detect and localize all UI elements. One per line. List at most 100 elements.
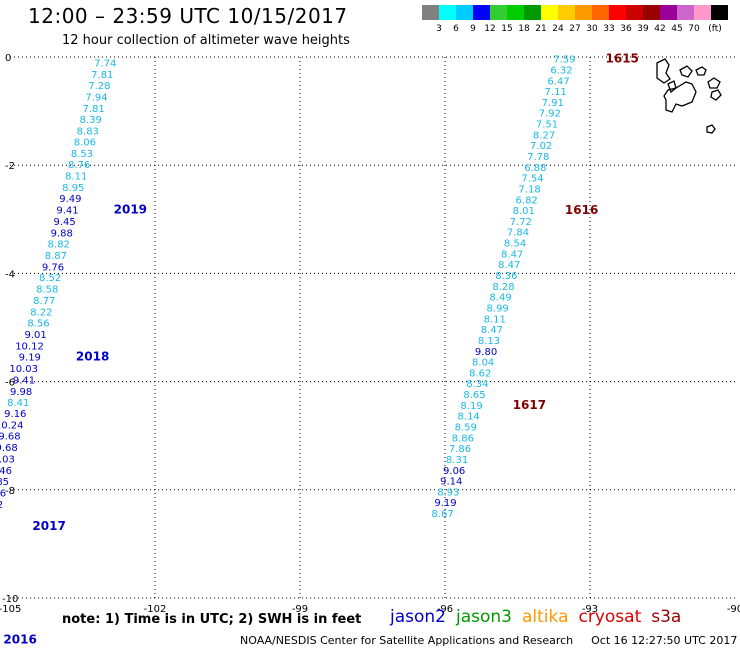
legend-swatch (558, 5, 575, 20)
wave-height-value: 9.41 (13, 375, 35, 386)
wave-height-value: 8.19 (460, 401, 482, 412)
wave-height-value: 8.86 (452, 433, 474, 444)
island-outline (695, 66, 707, 76)
wave-height-value: 7.91 (542, 98, 564, 109)
wave-height-value: 8.47 (501, 249, 523, 260)
legend-label: 9 (470, 24, 476, 34)
wave-height-value: 8.56 (27, 319, 49, 330)
wave-height-value: 9.19 (19, 353, 41, 364)
galapagos-coastline (656, 58, 722, 134)
wave-height-value: 8.54 (504, 239, 526, 250)
wave-height-value: 6.82 (516, 195, 538, 206)
x-tick-label: -96 (437, 604, 453, 615)
legend-label: 3 (436, 24, 442, 34)
wave-height-value: 8.49 (489, 293, 511, 304)
wave-height-value: 8.58 (36, 285, 58, 296)
legend-label: 15 (501, 24, 513, 34)
wave-height-value: 8.04 (472, 358, 494, 369)
legend-swatch (473, 5, 490, 20)
wave-height-value: 7.81 (91, 70, 113, 81)
wave-height-value: 7.72 (510, 217, 532, 228)
legend-label: 24 (552, 24, 564, 34)
wave-height-value: 8.99 (487, 303, 509, 314)
satellite-legend: jason2 jason3 altika cryosat s3a (390, 607, 691, 627)
satellite-label-altika: altika (522, 607, 569, 627)
island-outline (656, 58, 671, 84)
legend-swatch (490, 5, 507, 20)
legend-label: 42 (654, 24, 666, 34)
wave-height-value: 8.47 (498, 260, 520, 271)
wave-height-value: 7.18 (518, 184, 540, 195)
legend-swatch (507, 5, 524, 20)
legend-label: 45 (671, 24, 683, 34)
wave-height-value: 8.53 (71, 149, 93, 160)
wave-height-value: 10.24 (0, 420, 24, 431)
island-outline (710, 89, 722, 101)
wave-height-value: 7.51 (536, 120, 558, 131)
wave-height-value: 8.95 (62, 183, 84, 194)
track-jason3: 7.59 1615 6.326.477.117.917.927.518.277.02… (431, 52, 638, 520)
map-grid (10, 56, 735, 599)
legend-swatch (422, 5, 439, 20)
x-tick-label: -90 (727, 604, 740, 615)
wave-height-value: 9.98 (10, 387, 32, 398)
legend-label: 70 (688, 24, 700, 34)
y-tick-label: -6 (5, 378, 15, 389)
pass-number-label: 2017 (32, 519, 65, 533)
legend-label: 6 (453, 24, 459, 34)
legend-swatch (524, 5, 541, 20)
footer-org: NOAA/NESDIS Center for Satellite Applica… (240, 634, 574, 647)
legend-swatch (711, 5, 728, 20)
satellite-label-cryosat: cryosat (578, 607, 642, 627)
x-tick-label: -93 (582, 604, 598, 615)
legend-swatch (626, 5, 643, 20)
legend-swatch (575, 5, 592, 20)
legend-label: 27 (569, 24, 581, 34)
legend-swatch (694, 5, 711, 20)
y-tick-label: -4 (5, 269, 15, 280)
legend-swatch (643, 5, 660, 20)
pass-number-label: 2018 (76, 350, 109, 364)
legend-label: 21 (535, 24, 547, 34)
footer-timestamp: Oct 16 12:27:50 UTC 2017 (591, 634, 738, 647)
wave-height-value: 8.11 (484, 314, 506, 325)
wave-height-value: 7.02 (530, 141, 552, 152)
map-subtitle: 12 hour collection of altimeter wave hei… (62, 33, 350, 48)
track-jason2: 7.747.817.287.947.818.398.838.068.538.76… (0, 58, 147, 646)
wave-height-value: 7.59 (553, 55, 575, 66)
wave-height-value: 8.27 (533, 130, 555, 141)
wave-height-value: 8.62 (469, 368, 491, 379)
legend-label: 39 (637, 24, 649, 34)
wave-height-value: 9.46 (0, 466, 12, 477)
legend-label: (ft) (708, 24, 722, 34)
legend-label: 33 (603, 24, 615, 34)
wave-height-value: 8.31 (446, 455, 468, 466)
wave-height-value: 9.01 (24, 330, 46, 341)
y-tick-label: 0 (5, 53, 11, 64)
wave-height-value: 9.76 (42, 262, 64, 273)
wave-height-value: 6.88 (524, 163, 546, 174)
legend-label: 30 (586, 24, 598, 34)
wave-height-value: 7.81 (82, 104, 104, 115)
wave-height-value: 8.13 (478, 336, 500, 347)
legend-swatch (541, 5, 558, 20)
wave-height-value: 8.41 (7, 398, 29, 409)
satellite-label-jason2: jason2 (390, 607, 446, 627)
wave-height-value: 6.47 (547, 76, 569, 87)
wave-height-value: 9.06 (443, 466, 465, 477)
wave-height-value: 8.36 (495, 271, 517, 282)
wave-height-value: 10.03 (9, 364, 38, 375)
wave-height-value: 8.59 (455, 423, 477, 434)
wave-height-value: 7.74 (94, 58, 116, 69)
wave-height-value: 8.77 (33, 296, 55, 307)
legend-label: 18 (518, 24, 530, 34)
wave-height-value: 9.22 (0, 500, 3, 511)
wave-height-value: 10.03 (0, 454, 15, 465)
pass-number-label: 2019 (114, 203, 147, 217)
wave-height-value: 8.65 (463, 390, 485, 401)
wave-height-value: 9.19 (434, 498, 456, 509)
legend-swatch (609, 5, 626, 20)
map-title: 12:00 – 23:59 UTC 10/15/2017 (28, 4, 348, 28)
wave-height-value: 7.92 (539, 109, 561, 120)
footer: NOAA/NESDIS Center for Satellite Applica… (240, 634, 737, 647)
